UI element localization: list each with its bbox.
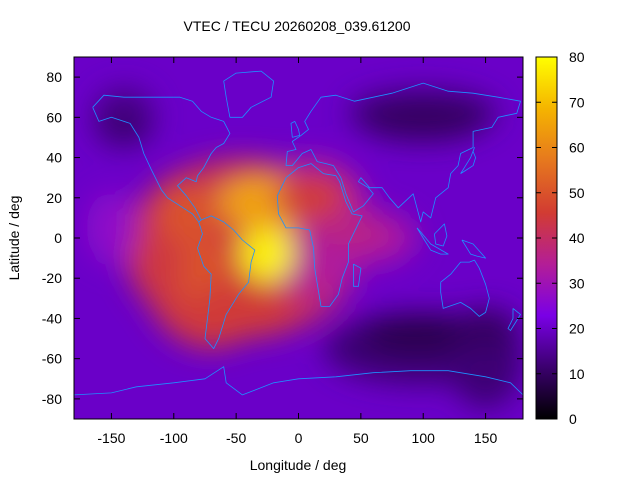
y-tick-label: 20 (46, 190, 62, 206)
vtec-feature-5 (273, 173, 349, 222)
map-plot: -150 -100 -50 0 50 100 150 -80 -60 -40 -20 0 20 40 60… (42, 56, 524, 446)
coast-south-america (197, 215, 256, 350)
vtec-feature-10 (96, 107, 152, 148)
x-tick-label: -100 (160, 430, 188, 446)
x-axis-ticks: -150 -100 -50 0 50 100 150 (97, 57, 497, 446)
colorbar-tick-label: 20 (569, 321, 585, 337)
x-tick-label: 100 (412, 430, 436, 446)
y-tick-label: 40 (46, 150, 62, 166)
y-tick-label: -20 (42, 270, 62, 286)
y-axis-label: Latitude / deg (6, 196, 22, 281)
x-tick-label: 0 (295, 430, 303, 446)
y-tick-label: -80 (42, 391, 62, 407)
coast-europe-asia (285, 82, 521, 223)
x-tick-label: -50 (226, 430, 246, 446)
colorbar-tick-label: 60 (569, 140, 585, 156)
coast-greenland (223, 70, 275, 118)
coastlines (74, 70, 523, 396)
y-tick-label: 80 (46, 69, 62, 85)
vtec-feature-2 (158, 183, 214, 245)
vtec-feature-6 (319, 221, 390, 247)
coast-madagascar (352, 263, 362, 287)
coast-indonesia (416, 227, 449, 255)
colorbar-tick-label: 10 (569, 366, 585, 382)
colorbar: 0 10 20 30 40 50 60 70 80 (535, 49, 585, 427)
vtec-feature-9 (454, 308, 517, 349)
colorbar-tick-label: 80 (569, 49, 585, 65)
x-axis-label: Longitude / deg (250, 457, 347, 473)
colorbar-tick-label: 40 (569, 230, 585, 246)
vtec-region-4 (86, 191, 137, 265)
coast-new-zealand (507, 308, 521, 331)
colorbar-ticks: 0 10 20 30 40 50 60 70 80 (536, 49, 585, 427)
coast-antarctica (74, 366, 523, 396)
vtec-field (86, 87, 523, 409)
colorbar-tick-label: 0 (569, 411, 577, 427)
x-tick-label: -150 (97, 430, 125, 446)
y-tick-label: 0 (54, 230, 62, 246)
colorbar-tick-label: 30 (569, 275, 585, 291)
vtec-feature-0 (239, 225, 295, 283)
vtec-feature-4 (189, 280, 295, 337)
colorbar-tick-label: 70 (569, 94, 585, 110)
y-tick-label: 60 (46, 109, 62, 125)
x-tick-label: 50 (353, 430, 369, 446)
vtec-feature-7 (360, 101, 486, 142)
y-tick-label: -40 (42, 310, 62, 326)
coast-borneo (434, 223, 448, 247)
y-axis-ticks: -80 -60 -40 -20 0 20 40 60 80 (42, 69, 523, 407)
coast-japan (460, 147, 477, 174)
y-tick-label: -60 (42, 351, 62, 367)
coast-north-america (92, 94, 231, 223)
colorbar-tick-label: 50 (569, 185, 585, 201)
coast-africa (276, 163, 363, 307)
vtec-feature-8 (360, 314, 474, 355)
chart-title: VTEC / TECU 20260208_039.61200 (183, 18, 410, 34)
coast-uk (290, 121, 301, 138)
coast-new-guinea (461, 239, 487, 259)
x-tick-label: 150 (474, 430, 498, 446)
coast-australia (440, 259, 490, 317)
